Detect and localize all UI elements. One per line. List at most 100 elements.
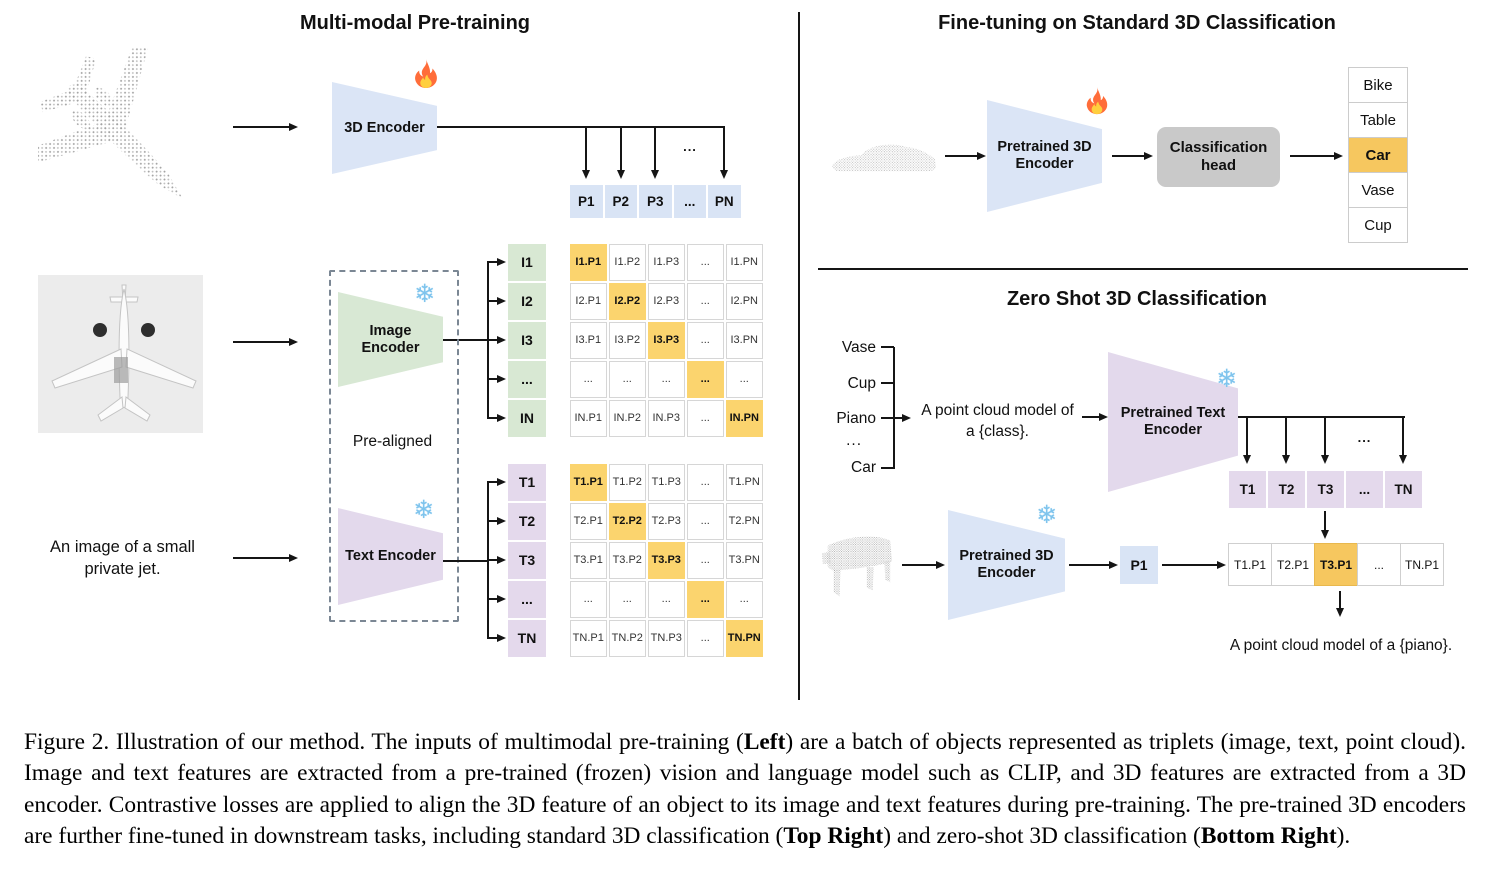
bracket-tick-cup bbox=[881, 382, 894, 384]
result-cell: T2.P1 bbox=[1271, 543, 1315, 586]
matrix-cell: ... bbox=[648, 361, 685, 398]
arrow-encoder-to-head bbox=[1112, 151, 1153, 160]
zs-t-cell: T1 bbox=[1229, 471, 1266, 508]
arrow-p1-to-results bbox=[1162, 560, 1226, 569]
t-cell: T2 bbox=[508, 503, 546, 540]
result-cell: T1.P1 bbox=[1228, 543, 1272, 586]
finetune-3d-encoder-label: Pretrained 3D Encoder bbox=[997, 139, 1092, 172]
matrix-cell: T1.P1 bbox=[570, 464, 607, 501]
matrix-cell: I3.PN bbox=[726, 322, 763, 359]
pretraining-title: Multi-modal Pre-training bbox=[300, 12, 530, 34]
matrix-cell: ... bbox=[687, 400, 724, 437]
matrix-cell: IN.P1 bbox=[570, 400, 607, 437]
zs-text-feature-row: T1 T2 T3... TN bbox=[1229, 471, 1422, 508]
p-cell: PN bbox=[708, 185, 741, 218]
arrow-to-zs-t1 bbox=[1242, 418, 1251, 464]
result-cell: TN.P1 bbox=[1400, 543, 1444, 586]
piano-point-cloud bbox=[821, 536, 893, 597]
matrix-cell: T3.P3 bbox=[648, 542, 685, 579]
zs-ellipsis: ... bbox=[1357, 430, 1372, 445]
arrow-image-to-encoder bbox=[233, 337, 298, 346]
matrix-cell: IN.PN bbox=[726, 400, 763, 437]
classification-head: Classification head bbox=[1157, 127, 1280, 187]
matrix-cell: ... bbox=[687, 503, 724, 540]
p-cell: ... bbox=[673, 185, 706, 218]
arrow-to-i-ellipsis bbox=[487, 374, 506, 383]
snowflake-icon: ❄ bbox=[1036, 500, 1057, 529]
matrix-cell: IN.P3 bbox=[648, 400, 685, 437]
candidate-class: Cup bbox=[847, 375, 876, 392]
matrix-cell: I2.P2 bbox=[609, 283, 646, 320]
caption-bold-text: Bottom Right bbox=[1200, 823, 1337, 850]
matrix-cell: ... bbox=[570, 361, 607, 398]
candidates-bracket bbox=[893, 347, 895, 469]
matrix-cell: I1.P3 bbox=[648, 244, 685, 281]
matrix-cell: T1.PN bbox=[726, 464, 763, 501]
p-feature-row: P1 P2 P3... PN bbox=[570, 185, 741, 218]
matrix-cell: ... bbox=[687, 283, 724, 320]
i-cell: I2 bbox=[508, 283, 546, 320]
matrix-cell: T3.P1 bbox=[570, 542, 607, 579]
arrow-piano-to-encoder bbox=[902, 560, 945, 569]
arrow-to-p2 bbox=[616, 128, 625, 179]
matrix-cell: ... bbox=[726, 581, 763, 618]
snowflake-icon: ❄ bbox=[1216, 364, 1237, 393]
arrow-to-i2 bbox=[487, 296, 506, 305]
prealigned-box bbox=[329, 270, 459, 622]
airplane-point-cloud bbox=[38, 48, 183, 199]
image-point-similarity-matrix: I1.P1 I1.P2 I1.P3... I1.PN I2.P1 I2.P2 I2.P3..… bbox=[570, 244, 763, 437]
arrow-to-zs-tn bbox=[1398, 418, 1407, 464]
matrix-cell: I1.P1 bbox=[570, 244, 607, 281]
class-list: Bike Table Car Vase Cup bbox=[1348, 67, 1408, 243]
arrow-cloud-to-3d-encoder bbox=[233, 122, 298, 131]
matrix-cell: ... bbox=[726, 361, 763, 398]
arrow-to-zs-t3 bbox=[1320, 418, 1329, 464]
class-option: Vase bbox=[1348, 172, 1408, 208]
caption-bold-text: Left bbox=[743, 729, 786, 755]
candidate-class: Piano bbox=[836, 410, 876, 427]
matrix-cell: TN.P2 bbox=[609, 620, 646, 657]
caption-text: ) and zero-shot 3D classification ( bbox=[883, 823, 1201, 850]
matrix-cell: T2.PN bbox=[726, 503, 763, 540]
matrix-cell: T2.P3 bbox=[648, 503, 685, 540]
zs-t-cell: TN bbox=[1385, 471, 1422, 508]
bracket-tick-car bbox=[881, 467, 894, 469]
class-option: Table bbox=[1348, 102, 1408, 138]
arrow-to-t2 bbox=[487, 516, 506, 525]
candidate-class: Vase bbox=[841, 339, 876, 356]
zs-t-cell: T2 bbox=[1268, 471, 1305, 508]
matrix-cell: T1.P2 bbox=[609, 464, 646, 501]
matrix-cell: TN.PN bbox=[726, 620, 763, 657]
matrix-cell: I2.P3 bbox=[648, 283, 685, 320]
p-cell: P1 bbox=[570, 185, 603, 218]
matrix-cell: ... bbox=[687, 464, 724, 501]
image-encoder-output-line bbox=[443, 339, 487, 341]
arrow-to-t3 bbox=[487, 555, 506, 564]
prompt-text: A point cloud model of a {class}. bbox=[921, 402, 1074, 440]
p-cell: P2 bbox=[604, 185, 637, 218]
t-cell: T1 bbox=[508, 464, 546, 501]
matrix-cell: ... bbox=[570, 581, 607, 618]
matrix-cell: T1.P3 bbox=[648, 464, 685, 501]
arrow-to-tn bbox=[487, 633, 506, 642]
matrix-cell: TN.P3 bbox=[648, 620, 685, 657]
matrix-cell: ... bbox=[687, 620, 724, 657]
zs-t-cell: ... bbox=[1346, 471, 1383, 508]
candidate-class: ... bbox=[846, 432, 862, 449]
matrix-cell: ... bbox=[609, 581, 646, 618]
arrow-to-p1 bbox=[581, 128, 590, 179]
fire-icon bbox=[1086, 86, 1108, 115]
arrow-text-to-encoder bbox=[233, 553, 298, 562]
zs-t-cell: T3 bbox=[1307, 471, 1344, 508]
result-cell: T3.P1 bbox=[1314, 543, 1358, 586]
class-option: Car bbox=[1348, 137, 1408, 173]
text-feature-column: T1 T2 T3... TN bbox=[508, 464, 546, 657]
t-feature-line bbox=[1238, 416, 1405, 418]
matrix-cell: T2.P2 bbox=[609, 503, 646, 540]
matrix-cell: ... bbox=[687, 244, 724, 281]
caption-text: ) are a batch of objects represented as … bbox=[24, 729, 1466, 850]
snowflake-icon: ❄ bbox=[413, 495, 434, 524]
arrow-trow-to-results bbox=[1320, 511, 1329, 539]
i-cell: IN bbox=[508, 400, 546, 437]
